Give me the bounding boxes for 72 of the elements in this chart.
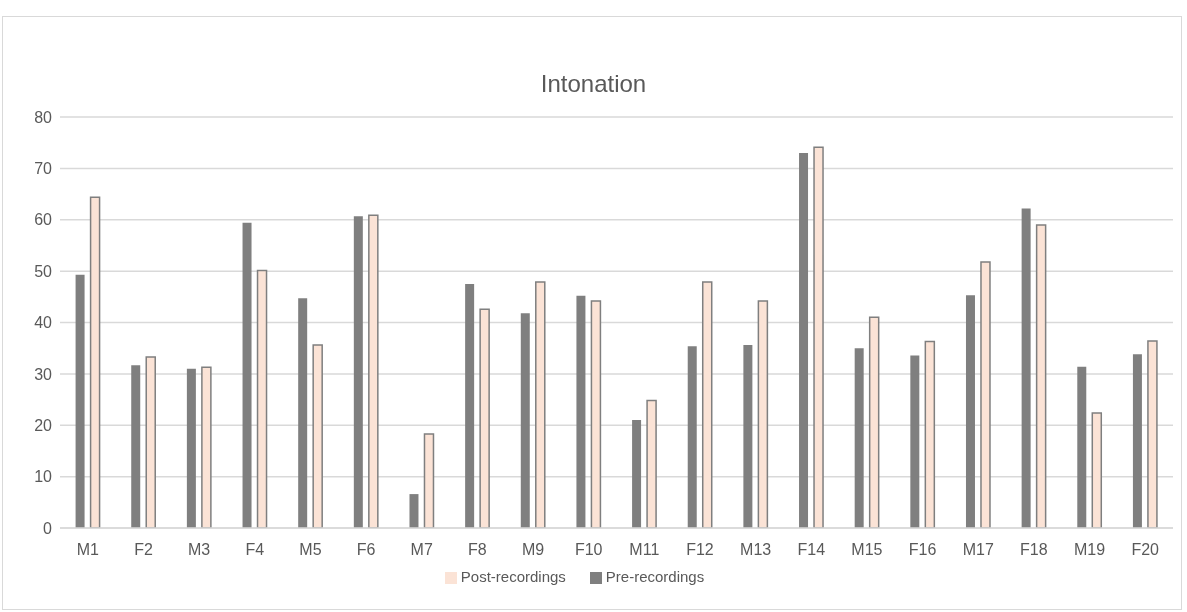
bar <box>535 281 546 528</box>
bar <box>312 344 323 528</box>
bar <box>465 283 475 528</box>
x-tick-label: M17 <box>962 541 994 559</box>
x-tick-label: F4 <box>245 541 265 559</box>
y-tick-label: 50 <box>34 262 53 280</box>
y-tick-label: 30 <box>34 365 53 383</box>
bar <box>145 356 156 528</box>
bar <box>201 366 212 528</box>
bar <box>298 298 308 528</box>
bar <box>368 214 379 528</box>
x-tick-label: M11 <box>629 541 660 559</box>
bar <box>646 399 657 528</box>
y-tick-label: 70 <box>34 160 53 178</box>
bar <box>409 494 419 528</box>
x-tick-label: F20 <box>1131 541 1160 559</box>
y-tick-label: 80 <box>34 108 53 126</box>
bar <box>854 348 864 528</box>
x-tick-label: M15 <box>851 541 883 559</box>
x-tick-label: M9 <box>521 541 545 559</box>
bar <box>813 146 824 528</box>
bar <box>131 365 141 528</box>
x-tick-label: M13 <box>740 541 772 559</box>
y-tick-label: 0 <box>43 519 53 537</box>
chart-title: Intonation <box>539 70 648 98</box>
bar <box>75 274 85 528</box>
x-tick-label: M3 <box>188 541 211 559</box>
bar <box>687 346 697 528</box>
bar <box>701 281 713 528</box>
bar <box>576 295 586 528</box>
bar <box>423 433 435 528</box>
bar <box>799 152 809 528</box>
x-tick-label: M19 <box>1073 541 1106 559</box>
bar <box>520 313 530 528</box>
y-tick-label: 20 <box>34 416 53 434</box>
bar <box>743 345 753 528</box>
x-tick-label: M1 <box>76 541 100 559</box>
y-tick-label: 40 <box>34 314 53 332</box>
bar <box>1091 412 1103 528</box>
bar <box>1132 354 1142 528</box>
bar <box>590 300 602 528</box>
bar <box>479 308 490 528</box>
bar <box>757 300 769 528</box>
y-tick-label: 10 <box>34 468 53 486</box>
bar <box>965 295 975 528</box>
y-tick-label: 60 <box>34 211 53 229</box>
bar <box>1147 340 1158 528</box>
x-tick-label: F10 <box>574 541 603 559</box>
bar <box>632 420 642 528</box>
bar <box>1021 208 1031 528</box>
x-tick-label: F2 <box>134 541 153 559</box>
bar <box>924 340 936 528</box>
bar <box>980 261 991 528</box>
x-tick-label: M5 <box>299 541 322 559</box>
bar <box>1077 366 1087 528</box>
bar <box>242 222 252 528</box>
x-tick-label: F8 <box>468 541 487 559</box>
x-tick-label: F18 <box>1020 541 1048 559</box>
x-tick-label: F14 <box>797 541 826 559</box>
bar <box>868 316 880 528</box>
x-tick-label: F16 <box>908 541 937 559</box>
x-tick-label: M7 <box>410 541 433 559</box>
legend-label: Pre-recordings <box>605 568 705 585</box>
bar <box>910 355 920 528</box>
bar <box>1035 224 1047 528</box>
bar <box>89 196 101 528</box>
legend-label: Post-recordings <box>460 568 566 585</box>
bar <box>256 269 268 528</box>
x-tick-label: F6 <box>356 541 376 559</box>
bar <box>186 368 196 528</box>
x-tick-label: F12 <box>686 541 714 559</box>
bar <box>353 216 363 528</box>
